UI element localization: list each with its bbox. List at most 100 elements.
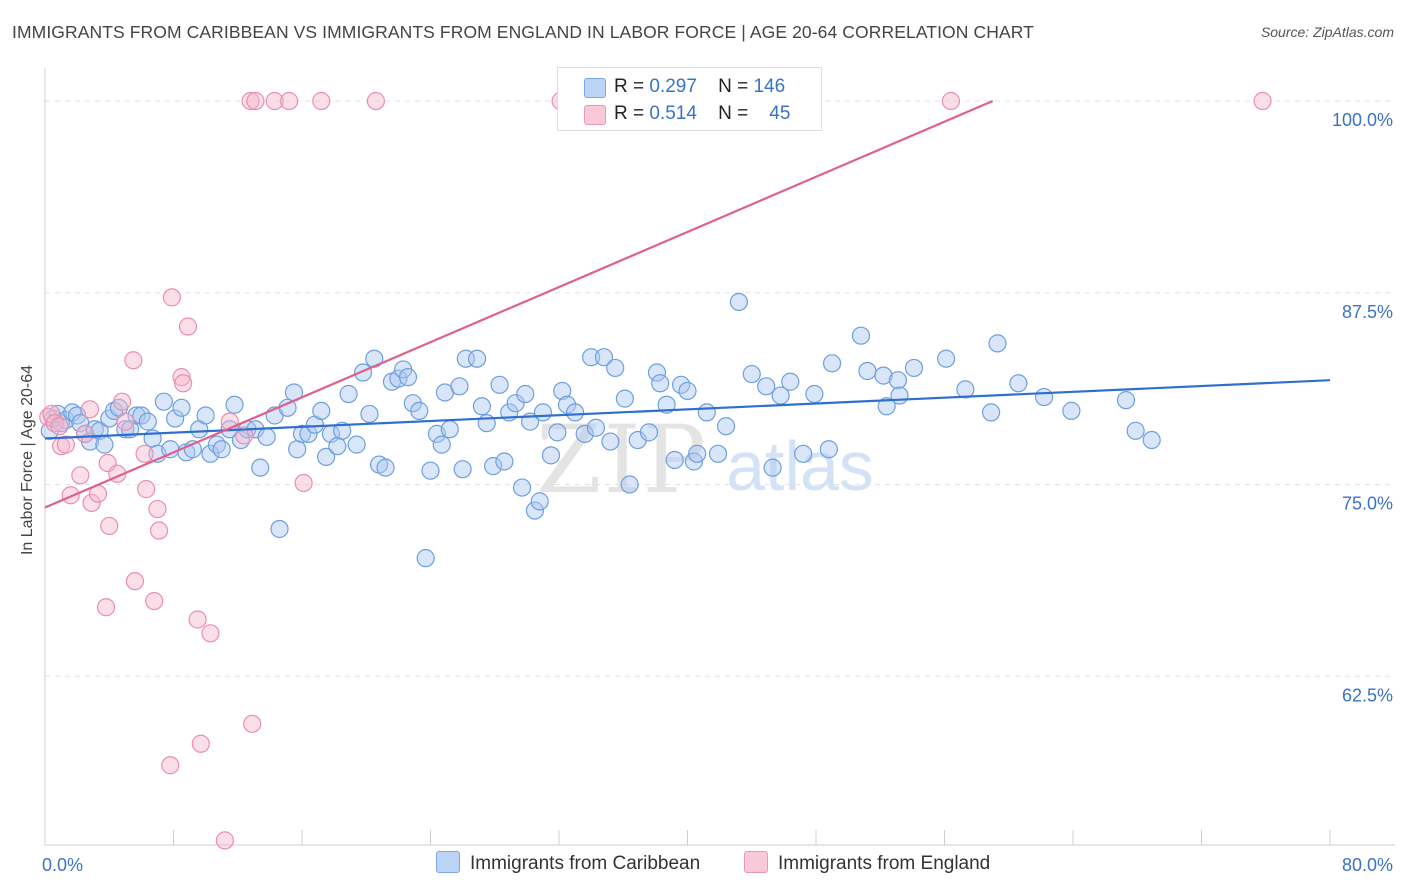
- data-point: [112, 392, 132, 411]
- data-point: [565, 403, 585, 422]
- data-point: [82, 493, 101, 513]
- data-point: [981, 403, 1001, 422]
- data-point: [294, 473, 313, 493]
- data-point: [80, 400, 100, 419]
- data-point: [360, 404, 379, 424]
- data-point: [525, 501, 545, 520]
- data-point: [506, 394, 525, 413]
- bottom-legend-swatch-blue: [436, 851, 460, 873]
- tick-labels: 62.5% 75.0% 87.5% 100.0% 0.0% 80.0%: [42, 110, 1393, 875]
- data-point: [651, 374, 670, 393]
- bottom-legend-label-england: Immigrants from England: [778, 853, 991, 874]
- legend-n-value-england: 45: [769, 103, 791, 124]
- data-point: [484, 457, 503, 476]
- data-point: [601, 432, 620, 451]
- legend-swatch-blue: [584, 78, 606, 98]
- bottom-legend-label-caribbean: Immigrants from Caribbean: [470, 853, 701, 874]
- data-point: [96, 598, 116, 617]
- data-point: [270, 519, 289, 539]
- data-point: [138, 412, 157, 431]
- legend-r-label: R =: [614, 103, 645, 124]
- data-point: [347, 435, 366, 454]
- data-point: [201, 444, 220, 463]
- data-point: [1034, 387, 1054, 407]
- data-point: [100, 516, 119, 536]
- data-point: [316, 447, 336, 466]
- data-point: [440, 420, 459, 439]
- data-point: [243, 714, 262, 733]
- legend-swatch-pink: [584, 105, 606, 125]
- data-point: [145, 591, 164, 611]
- data-point: [154, 392, 173, 411]
- y-tick-label: 87.5%: [1342, 302, 1393, 322]
- data-point: [647, 363, 667, 382]
- data-point: [398, 368, 418, 387]
- data-point: [71, 466, 90, 485]
- trend-line-england: [44, 99, 994, 509]
- data-point: [172, 398, 191, 417]
- data-point: [530, 492, 549, 511]
- data-point: [575, 424, 594, 443]
- data-point: [56, 435, 75, 454]
- source-label: Source: ZipAtlas.com: [1260, 24, 1394, 40]
- data-point: [729, 292, 749, 312]
- data-point: [716, 417, 736, 436]
- data-point: [339, 384, 358, 404]
- data-point: [512, 478, 532, 497]
- data-point: [235, 426, 254, 445]
- data-point: [116, 420, 135, 439]
- bottom-legend-england: Immigrants from England: [744, 851, 990, 875]
- data-point: [376, 458, 395, 477]
- legend-n-value-caribbean: 146: [753, 76, 786, 97]
- data-point: [191, 734, 210, 753]
- data-point: [292, 424, 312, 443]
- trend-line-caribbean: [44, 379, 1331, 440]
- grid-lines: [45, 100, 1395, 677]
- data-point: [956, 380, 975, 399]
- data-point: [45, 414, 64, 433]
- x-tick-label: 0.0%: [42, 855, 83, 875]
- data-point: [819, 440, 838, 459]
- data-point: [888, 371, 908, 390]
- data-point: [548, 423, 567, 442]
- chart-title: IMMIGRANTS FROM CARIBBEAN VS IMMIGRANTS …: [12, 22, 1034, 42]
- data-point: [586, 418, 606, 437]
- data-point: [174, 374, 193, 393]
- data-point: [149, 521, 169, 540]
- data-point: [490, 375, 509, 394]
- data-point: [1126, 421, 1145, 440]
- data-point: [162, 288, 181, 307]
- data-point: [453, 460, 472, 479]
- data-point: [246, 91, 265, 111]
- data-point: [467, 349, 487, 368]
- data-point: [137, 480, 156, 499]
- data-point: [215, 831, 234, 850]
- data-point: [657, 395, 676, 414]
- data-point: [410, 401, 429, 420]
- data-point: [708, 444, 728, 463]
- data-point: [678, 381, 697, 401]
- data-point: [127, 406, 146, 425]
- data-point: [161, 756, 180, 775]
- data-point: [541, 446, 561, 465]
- data-point: [858, 361, 877, 381]
- data-point: [988, 334, 1007, 353]
- data-point: [606, 358, 625, 378]
- x-tick-label: 80.0%: [1342, 855, 1393, 875]
- data-point: [697, 403, 716, 422]
- data-point: [533, 403, 553, 422]
- data-point: [257, 427, 276, 447]
- data-point: [280, 91, 299, 111]
- data-point: [851, 326, 871, 345]
- data-point: [135, 444, 154, 463]
- y-tick-label: 100.0%: [1332, 110, 1393, 130]
- data-point: [1062, 401, 1081, 420]
- data-point: [1253, 91, 1272, 111]
- data-point: [225, 395, 244, 414]
- data-point: [333, 421, 352, 440]
- data-point: [757, 377, 776, 396]
- data-point: [1009, 374, 1028, 393]
- legend-n-label: N =: [718, 103, 749, 124]
- data-point: [615, 389, 634, 408]
